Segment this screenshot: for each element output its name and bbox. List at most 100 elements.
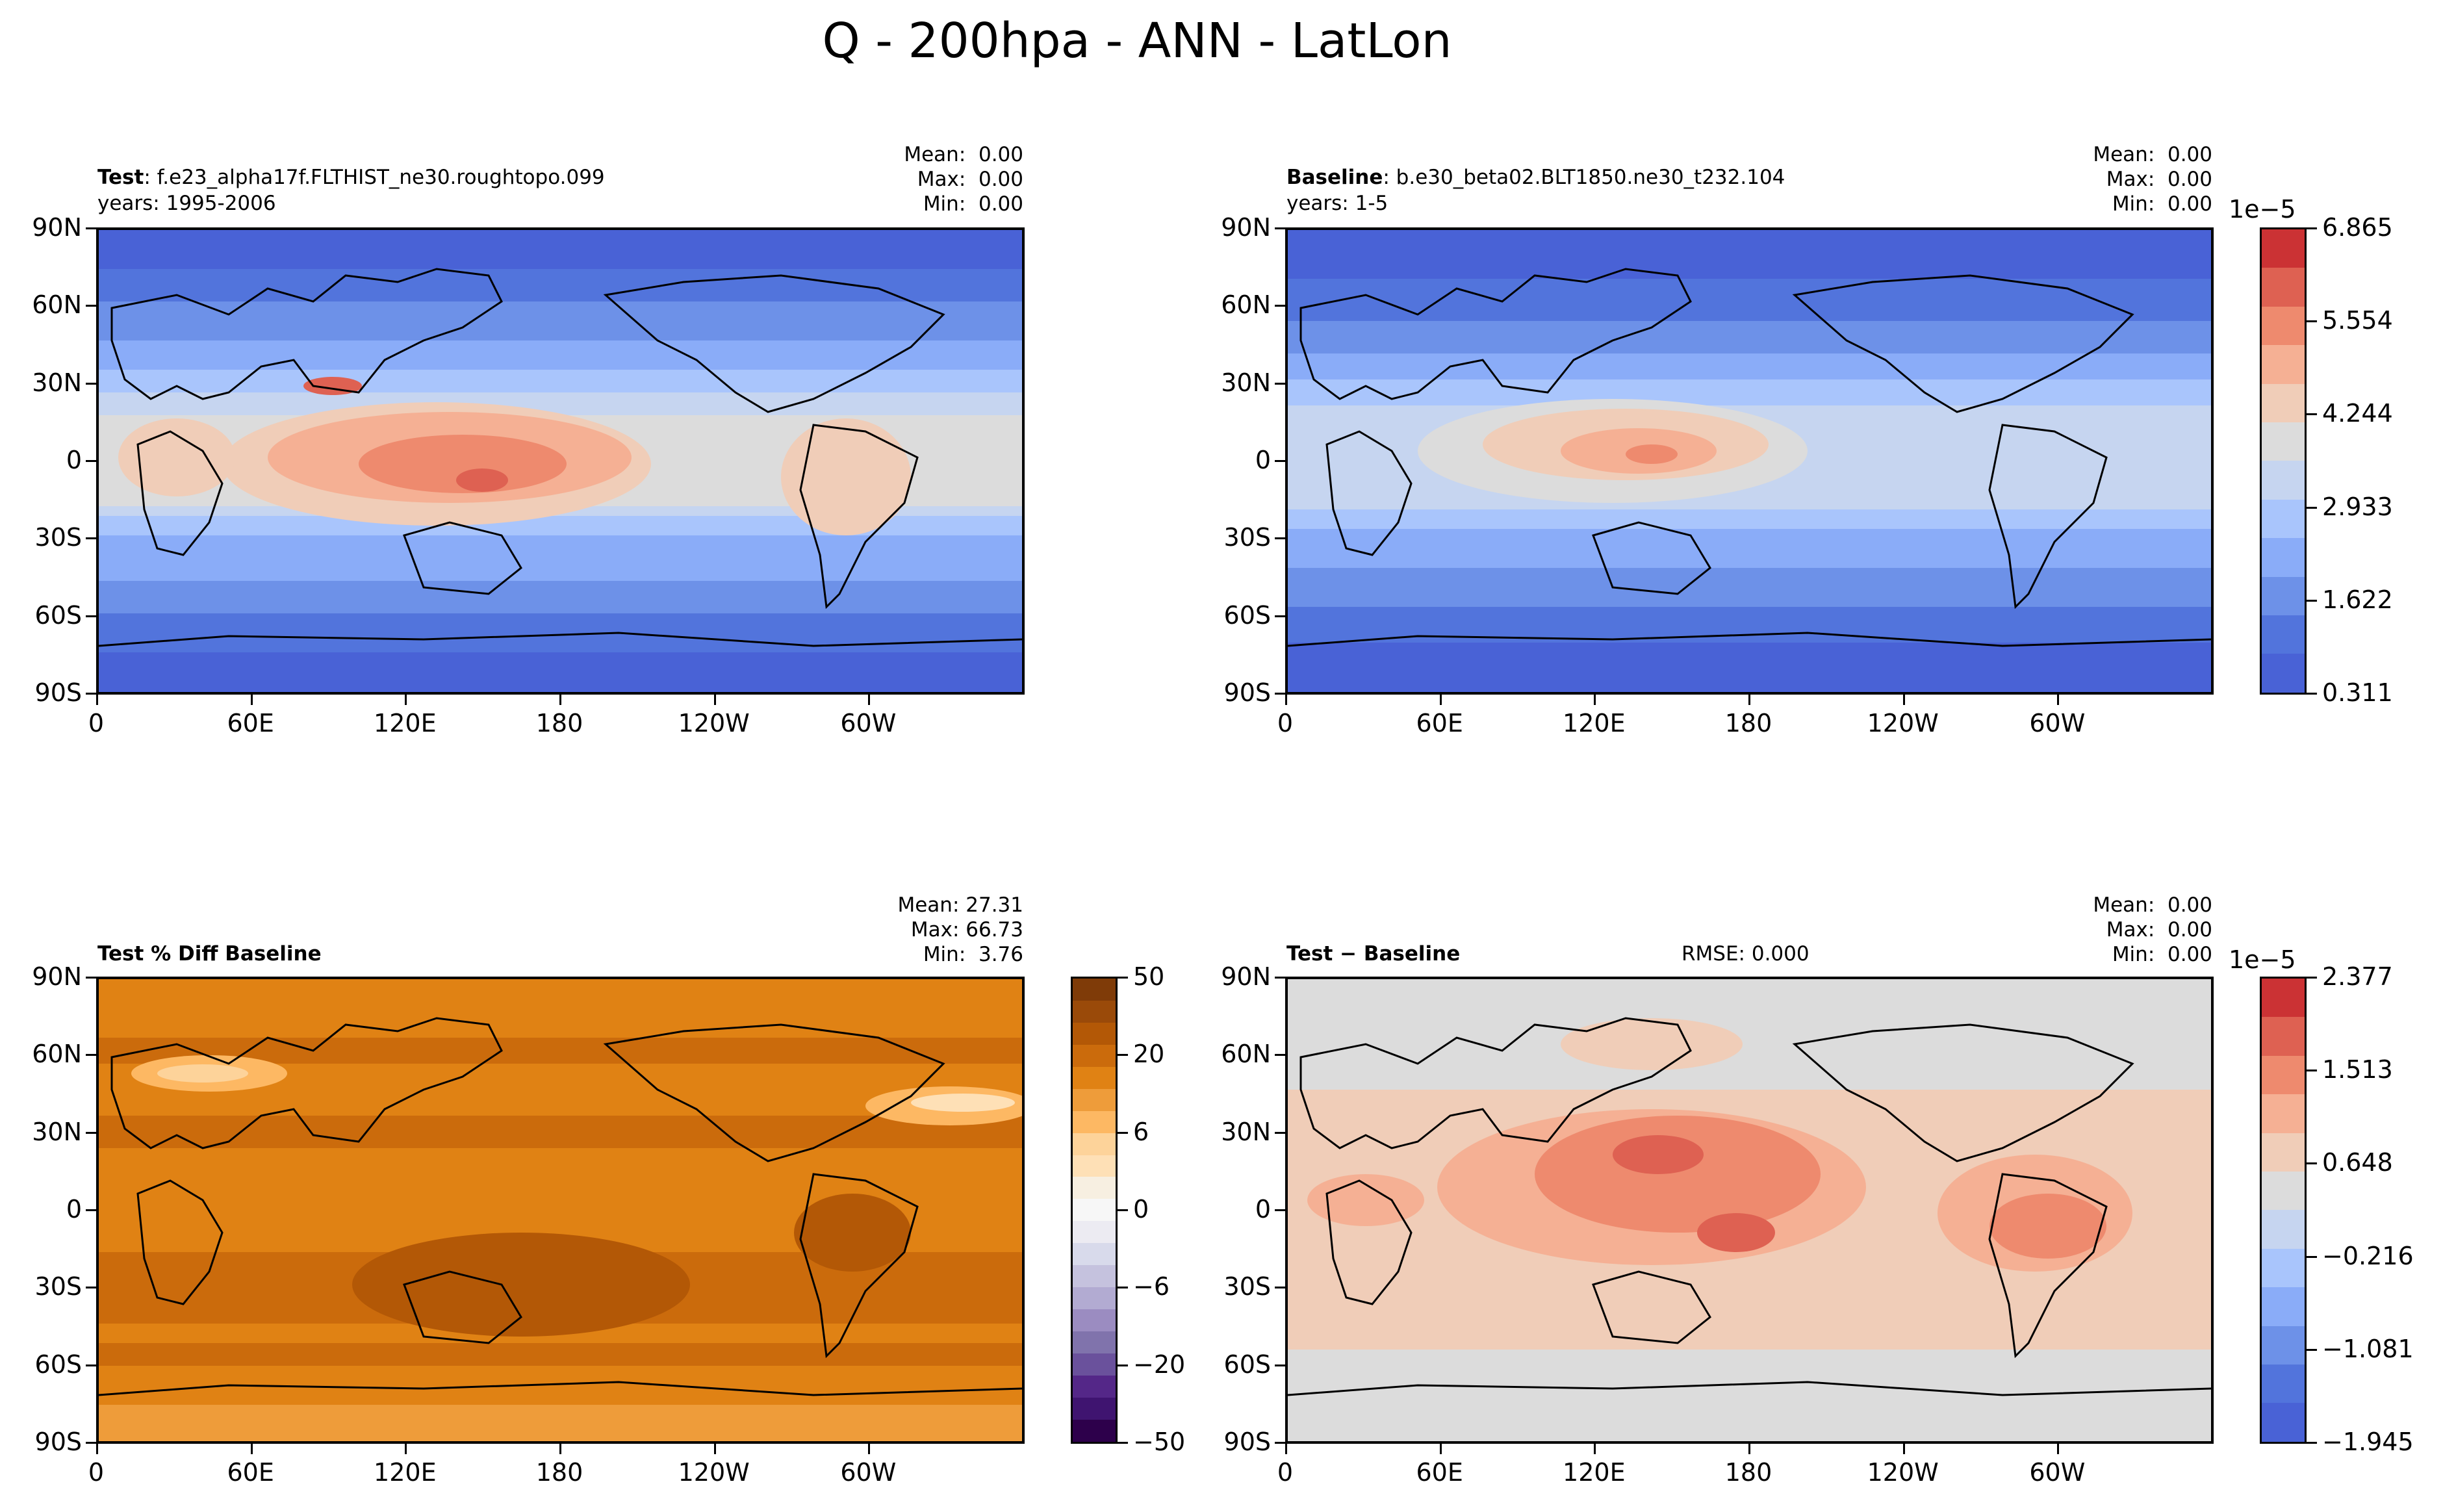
pctdiff-lat-tick-label: 0: [66, 1195, 82, 1224]
diff-field-warm1: [1561, 1018, 1743, 1070]
cbar-diff-tickmark: [2307, 1162, 2317, 1165]
test-field-warm2: [781, 418, 911, 535]
cbar-pct-swatch: [1073, 1022, 1116, 1045]
cbar-main-swatch: [2262, 461, 2305, 500]
pctdiff-min: Min: 3.76: [923, 943, 1023, 966]
pctdiff-max: Max: 66.73: [910, 918, 1023, 942]
test-lon-tick-label: 60W: [840, 709, 897, 737]
cbar-diff-swatch: [2262, 1365, 2305, 1403]
pctdiff-coast-africa: [136, 1179, 224, 1305]
test-lon-tickmark: [868, 695, 871, 705]
cbar-main-swatch: [2262, 615, 2305, 654]
test-coast-australia: [403, 521, 522, 595]
pctdiff-field-dark1: [352, 1233, 690, 1337]
baseline-lon-tickmark: [1902, 695, 1905, 705]
test-lon-tick-label: 60E: [227, 709, 274, 737]
pctdiff-lat-tickmark: [86, 1054, 96, 1057]
cbar-main-tickmark: [2307, 320, 2317, 323]
diff-colorbar-exponent: 1e−5: [2229, 945, 2296, 974]
test-label: Test: f.e23_alpha17f.FLTHIST_ne30.rought…: [97, 166, 605, 190]
diff-lon-tickmark: [1439, 1444, 1442, 1454]
diff-map: [1285, 977, 2214, 1444]
cbar-main-swatch: [2262, 422, 2305, 461]
diff-lon-tickmark: [1285, 1444, 1287, 1454]
pctdiff-map: [96, 977, 1025, 1444]
pctdiff-lon-tick-label: 180: [535, 1458, 583, 1487]
pctdiff-coast-antarctica: [99, 1381, 1022, 1396]
test-lat-tick-label: 30S: [34, 523, 82, 552]
baseline-lat-tickmark: [1275, 382, 1285, 385]
cbar-main-swatch: [2262, 268, 2305, 307]
test-lat-tickmark: [86, 693, 96, 695]
cbar-pct-swatch: [1073, 1133, 1116, 1155]
figure-title: Q - 200hpa - ANN - LatLon: [822, 13, 1452, 69]
baseline-label-rest: : b.e30_beta02.BLT1850.ne30_t232.104: [1383, 166, 1785, 189]
test-lon-tick-label: 120E: [374, 709, 437, 737]
cbar-pct-tick-label: 50: [1133, 962, 1165, 991]
pctdiff-lon-tick-label: 60W: [840, 1458, 897, 1487]
pctdiff-lon-tickmark: [559, 1444, 561, 1454]
pctdiff-label: Test % Diff Baseline: [97, 942, 322, 966]
cbar-main-tick-label: 1.622: [2322, 585, 2393, 614]
diff-lat-tick-label: 60N: [1221, 1040, 1271, 1069]
pctdiff-field-light2: [157, 1064, 248, 1083]
baseline-map: [1285, 227, 2214, 695]
baseline-coast-australia: [1592, 521, 1711, 595]
diff-mean: Mean: 0.00: [2093, 893, 2212, 917]
cbar-main-tick-label: 0.311: [2322, 678, 2393, 707]
cbar-pct-swatch: [1073, 1375, 1116, 1398]
cbar-diff-tickmark: [2307, 1442, 2317, 1444]
cbar-main-tick-label: 5.554: [2322, 306, 2393, 335]
pctdiff-mean: Mean: 27.31: [897, 893, 1023, 917]
baseline-coast-eurasia: [1299, 268, 1692, 400]
diff-min: Min: 0.00: [2112, 943, 2212, 966]
diff-lon-tickmark: [1902, 1444, 1905, 1454]
pctdiff-field-band2: [99, 1116, 1022, 1148]
diff-lat-tick-label: 30S: [1223, 1272, 1271, 1301]
cbar-pct-tick-label: −6: [1133, 1272, 1170, 1301]
cbar-main-tickmark: [2307, 693, 2317, 695]
test-mean: Mean: 0.00: [904, 143, 1023, 166]
diff-field-warm6: [1989, 1194, 2106, 1259]
baseline-lat-tick-label: 30S: [1223, 523, 1271, 552]
diff-lon-tickmark: [1748, 1444, 1750, 1454]
diff-coast-namerica: [1792, 1023, 2134, 1162]
baseline-lon-tickmark: [1285, 695, 1287, 705]
diff-field-warm4: [1307, 1174, 1424, 1226]
diff-coast-australia: [1592, 1270, 1711, 1344]
baseline-lat-tick-label: 60S: [1223, 600, 1271, 630]
test-min: Min: 0.00: [923, 192, 1023, 216]
diff-field-warm8: [1697, 1213, 1775, 1252]
cbar-pct-swatch: [1073, 1177, 1116, 1199]
baseline-mean: Mean: 0.00: [2093, 143, 2212, 166]
cbar-pct-tickmark: [1118, 1364, 1128, 1366]
baseline-coast-africa: [1325, 430, 1413, 556]
cbar-diff-swatch: [2262, 1172, 2305, 1211]
diff-lat-tick-label: 90S: [1223, 1428, 1271, 1456]
baseline-years: years: 1-5: [1286, 192, 1388, 215]
pctdiff-lat-tick-label: 90S: [34, 1428, 82, 1456]
cbar-main-swatch: [2262, 345, 2305, 384]
diff-rmse: RMSE: 0.000: [1682, 942, 1810, 966]
cbar-diff-tick-label: 2.377: [2322, 962, 2393, 991]
baseline-lon-tickmark: [1594, 695, 1596, 705]
diff-lon-tick-label: 60W: [2029, 1458, 2086, 1487]
baseline-lon-tick-label: 120W: [1867, 709, 1939, 737]
baseline-lon-tickmark: [2057, 695, 2060, 705]
diff-label: Test − Baseline: [1286, 942, 1460, 966]
pct-colorbar: [1071, 977, 1118, 1444]
pctdiff-lat-tickmark: [86, 1442, 96, 1444]
pctdiff-coast-namerica: [603, 1023, 945, 1162]
cbar-pct-tick-label: 20: [1133, 1040, 1165, 1069]
test-lat-tick-label: 90S: [34, 678, 82, 707]
cbar-pct-swatch: [1073, 1110, 1116, 1133]
diff-lon-tick-label: 180: [1724, 1458, 1772, 1487]
diff-max: Max: 0.00: [2106, 918, 2212, 942]
pctdiff-field-band4: [99, 1343, 1022, 1366]
pctdiff-field-light4: [911, 1094, 1015, 1112]
test-field-warm3: [118, 418, 235, 496]
cbar-pct-swatch: [1073, 1331, 1116, 1353]
diff-lon-tick-label: 60E: [1416, 1458, 1463, 1487]
cbar-pct-swatch: [1073, 1066, 1116, 1089]
cbar-pct-tickmark: [1118, 1287, 1128, 1289]
